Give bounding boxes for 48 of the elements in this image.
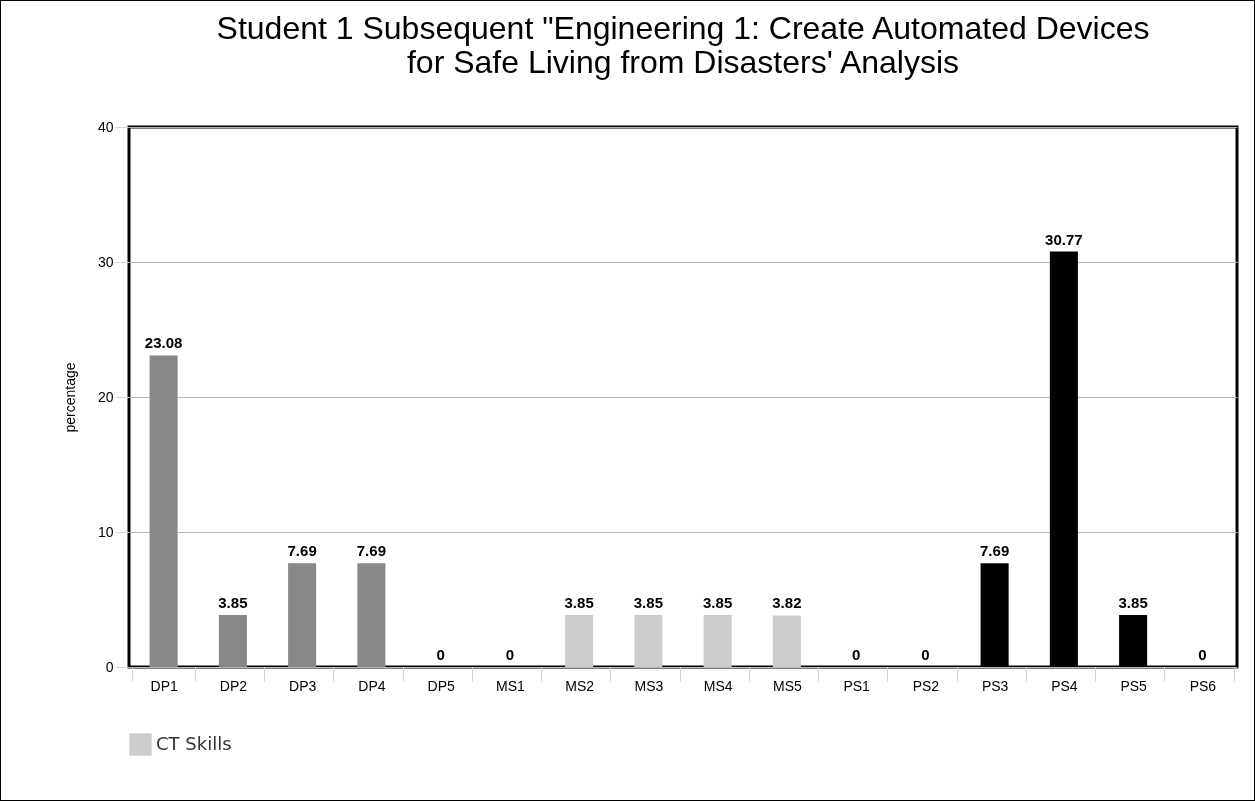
data-label: 7.69 (980, 542, 1010, 560)
data-label: 3.82 (772, 594, 802, 612)
data-label: 23.08 (144, 334, 183, 352)
data-label: 0 (436, 646, 445, 663)
bar (218, 615, 247, 667)
x-tick-label: DP2 (219, 677, 248, 694)
y-tick-label: 20 (97, 388, 114, 405)
y-tick-label: 40 (97, 118, 114, 135)
y-axis-title: percentage (61, 362, 78, 433)
x-tick-label: PS3 (981, 677, 1009, 694)
bar (357, 563, 386, 667)
data-label: 0 (921, 646, 930, 663)
x-tick-label: PS5 (1120, 677, 1148, 694)
x-tick-label: PS2 (912, 677, 940, 694)
data-label: 7.69 (287, 542, 317, 560)
bar (565, 615, 594, 667)
data-label: 3.85 (703, 594, 733, 612)
bar (703, 615, 732, 667)
y-tick-label: 10 (97, 523, 114, 540)
data-label: 0 (851, 646, 861, 663)
bar (288, 563, 317, 667)
x-tick-label: PS4 (1051, 677, 1078, 694)
data-label: 0 (505, 646, 515, 663)
x-tick-label: PS1 (843, 677, 871, 694)
x-tick-label: DP5 (427, 677, 455, 694)
x-tick-label: DP3 (289, 677, 317, 694)
data-label: 3.85 (564, 594, 594, 612)
x-tick-label: PS6 (1189, 677, 1217, 694)
legend-label: CT Skills (156, 732, 232, 754)
data-label: 30.77 (1045, 230, 1083, 248)
x-tick-label: MS2 (565, 677, 595, 694)
y-tick-label: 0 (105, 658, 114, 675)
data-label: 3.85 (1118, 594, 1148, 612)
bar (149, 355, 178, 667)
data-label: 3.85 (633, 594, 663, 612)
x-tick-label: MS1 (495, 677, 525, 694)
x-tick-label: MS3 (634, 677, 664, 694)
x-tick-label: DP4 (358, 677, 386, 694)
x-tick-label: MS5 (772, 677, 802, 694)
data-label: 7.69 (356, 542, 386, 560)
x-tick-label: DP1 (150, 677, 178, 694)
bar (634, 615, 663, 667)
chart-title: Student 1 Subsequent "Engineering 1: Create Automated Devices for Safe Living from Disasters' Analysis (216, 10, 1150, 80)
data-label: 3.85 (218, 594, 248, 612)
bar (772, 615, 801, 667)
x-tick-label: MS4 (703, 677, 733, 694)
data-label: 0 (1198, 646, 1207, 663)
y-tick-label: 30 (97, 253, 114, 270)
